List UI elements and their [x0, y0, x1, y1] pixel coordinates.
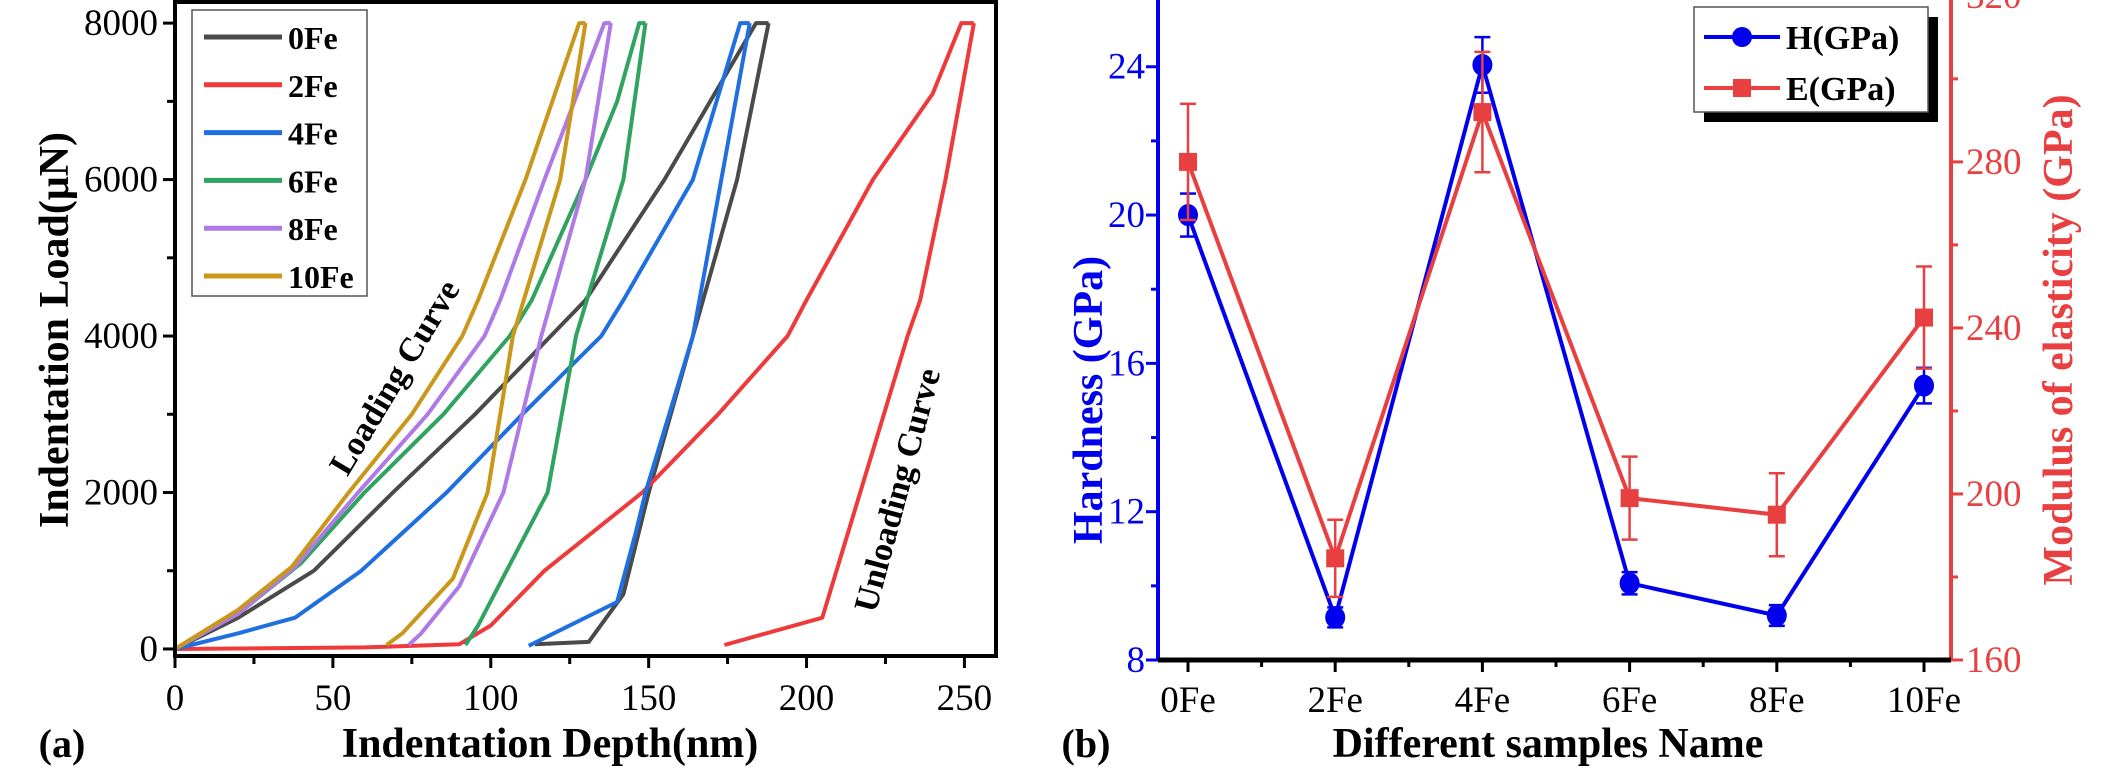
legend-item-6Fe: 6Fe — [204, 163, 338, 199]
unloading-curve-6Fe — [463, 22, 648, 647]
left-y-tick-label: 24 — [1108, 47, 1145, 88]
x-tick-label: 250 — [937, 678, 993, 719]
x-tick-label: 10Fe — [1887, 680, 1961, 721]
right-y-tick-label: 240 — [1966, 308, 2022, 349]
legend-label: 10Fe — [288, 259, 354, 295]
x-tick-label: 0Fe — [1160, 680, 1216, 721]
legend-box — [191, 9, 368, 297]
loading-curve-10Fe — [173, 21, 586, 651]
left-y-tick-label: 8 — [1127, 640, 1146, 681]
loading-curve-0Fe — [174, 21, 769, 651]
y-tick-label: 2000 — [84, 473, 158, 514]
legend-label: E(GPa) — [1786, 71, 1896, 108]
unloading-curve-10Fe — [385, 22, 588, 647]
unloading-curve-2Fe — [723, 22, 976, 647]
x-tick-label: 100 — [463, 678, 519, 719]
right-y-tick-label: 280 — [1966, 142, 2022, 183]
legend-marker — [1733, 79, 1751, 97]
legend-item-10Fe: 10Fe — [204, 259, 354, 295]
data-point-6Fe — [1619, 572, 1640, 595]
left-y-tick-label: 16 — [1108, 343, 1145, 384]
legend-item-4Fe: 4Fe — [204, 116, 338, 152]
series-hardness — [1178, 35, 1934, 629]
series-0Fe — [174, 21, 771, 651]
x-tick-label: 8Fe — [1749, 680, 1805, 721]
series-2Fe — [174, 21, 976, 651]
legend-label: 8Fe — [288, 211, 338, 247]
legend: H(GPa) E(GPa) — [1693, 6, 1938, 122]
legend-marker — [1732, 27, 1752, 47]
x-tick-label: 0 — [166, 678, 185, 719]
data-point-8Fe — [1766, 604, 1787, 627]
legend-item-modulus: E(GPa) — [1704, 71, 1896, 108]
legend-label: H(GPa) — [1786, 20, 1899, 57]
y-tick-label: 4000 — [84, 316, 158, 357]
series-line — [1186, 106, 1926, 565]
y-tick-label: 0 — [140, 629, 159, 670]
data-point-2Fe — [1325, 606, 1346, 629]
x-tick-label: 200 — [779, 678, 835, 719]
x-tick-label: 4Fe — [1455, 680, 1511, 721]
left-y-tick-label: 20 — [1108, 195, 1145, 236]
y-tick-label: 6000 — [84, 160, 158, 201]
legend-item-2Fe: 2Fe — [204, 68, 338, 104]
series-line — [1186, 57, 1926, 625]
y-axis-title: Indentation Load(μN) — [32, 132, 78, 528]
series-10Fe — [173, 21, 588, 651]
legend-item-8Fe: 8Fe — [204, 211, 338, 247]
data-point-0Fe — [1179, 152, 1197, 171]
legend-label: 6Fe — [288, 163, 338, 199]
legend-label: 4Fe — [288, 116, 338, 152]
right-y-axis-title: Modulus of elasticity (GPa) — [2036, 94, 2082, 585]
x-axis-title: Different samples Name — [1333, 721, 1764, 767]
left-y-axis-title: Hardness (GPa) — [1066, 256, 1112, 544]
legend-item-hardness: H(GPa) — [1704, 20, 1899, 57]
panel-label: (b) — [1062, 721, 1111, 766]
data-point-6Fe — [1620, 489, 1639, 508]
data-point-4Fe — [1473, 103, 1492, 122]
plot-frame — [173, 0, 998, 658]
y-tick-label: 8000 — [84, 3, 158, 44]
legend: 0Fe 2Fe 4Fe 6Fe 8Fe 10Fe — [191, 9, 368, 297]
legend-item-0Fe: 0Fe — [204, 20, 338, 56]
series-modulus — [1179, 50, 1933, 599]
right-y-tick-label: 200 — [1966, 474, 2022, 515]
panel-label: (a) — [39, 721, 86, 766]
panel-a-load-depth-chart: 0 50 100 150 200 250 0 2000 4000 6000 8000 Indentat… — [32, 0, 998, 767]
left-y-tick-label: 12 — [1108, 492, 1145, 533]
data-point-10Fe — [1915, 308, 1933, 327]
right-y-tick-label: 320 — [1966, 0, 2022, 17]
x-axis-title: Indentation Depth(nm) — [342, 721, 759, 767]
x-tick-label: 2Fe — [1307, 680, 1363, 721]
data-point-10Fe — [1914, 374, 1934, 397]
loading-curve-2Fe — [174, 21, 974, 651]
unloading-curve-0Fe — [534, 22, 771, 647]
x-tick-label: 150 — [621, 678, 677, 719]
x-tick-label: 50 — [314, 678, 351, 719]
legend-label: 2Fe — [288, 68, 338, 104]
unloading-curve-4Fe — [527, 22, 752, 648]
data-point-2Fe — [1326, 549, 1345, 568]
x-tick-label: 6Fe — [1602, 680, 1658, 721]
legend-label: 0Fe — [288, 20, 338, 56]
unloading-curve-8Fe — [407, 22, 613, 647]
data-point-8Fe — [1767, 505, 1786, 524]
right-y-tick-label: 160 — [1966, 640, 2022, 681]
panel-b-hardness-modulus-chart: 8 12 16 20 24 160 200 240 280 320 0Fe 2Fe 4Fe 6Fe 8Fe 1… — [1062, 0, 2082, 767]
